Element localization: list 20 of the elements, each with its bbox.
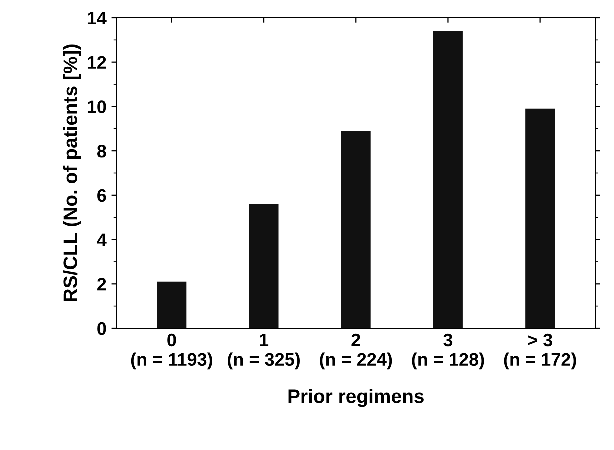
y-axis-title: RS/CLL (No. of patients [%]): [63, 44, 82, 302]
x-tick-label: 2 (n = 224): [320, 334, 392, 370]
y-tick-label: 14: [88, 12, 107, 25]
x-tick-label: > 3 (n = 172): [504, 334, 576, 370]
bar: [341, 131, 371, 328]
bar: [249, 204, 279, 328]
y-tick-label: 2: [98, 278, 106, 291]
y-tick-label: 0: [98, 322, 106, 336]
y-tick-label: 8: [97, 145, 106, 158]
x-axis-title: Prior regimens: [288, 389, 424, 408]
x-tick-label: 1 (n = 325): [228, 334, 300, 370]
y-tick-label: 4: [97, 234, 107, 246]
y-tick-label: 6: [98, 189, 106, 202]
x-tick-label: 0 (n = 1193): [131, 334, 212, 370]
y-tick-label: 10: [88, 100, 106, 114]
bar: [433, 31, 463, 328]
bar: [526, 108, 556, 328]
y-tick-label: 12: [88, 56, 106, 69]
bar: [157, 282, 187, 328]
x-tick-label: 3 (n = 128): [412, 334, 484, 370]
